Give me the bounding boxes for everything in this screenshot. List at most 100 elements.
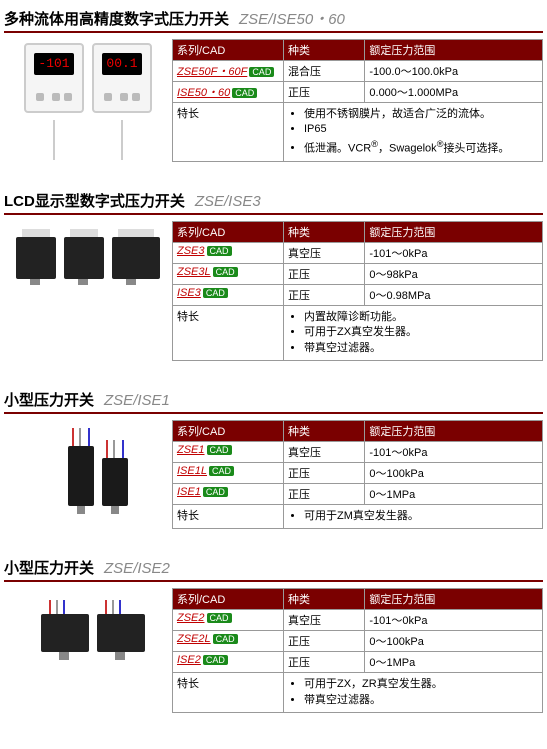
product-image: [4, 221, 172, 283]
cell-type: 真空压: [284, 242, 365, 263]
table-row: ISE1CAD正压0～1MPa: [173, 484, 543, 505]
table-row: ZSE1CAD真空压-101～0kPa: [173, 442, 543, 463]
feature-item: IP65: [304, 122, 538, 137]
spec-table: 系列/CAD种类额定压力范围ZSE2CAD真空压-101～0kPaZSE2LCA…: [172, 588, 543, 713]
feature-item: 带真空过滤器。: [304, 341, 538, 356]
series-link[interactable]: ISE1: [177, 486, 201, 498]
table-header: 额定压力范围: [365, 221, 543, 242]
cell-range: -100.0～100.0kPa: [365, 61, 543, 82]
section-title-row: 小型压力开关 ZSE/ISE2: [4, 557, 543, 582]
cell-range: 0～100kPa: [365, 631, 543, 652]
section-model: ZSE/ISE2: [104, 560, 170, 577]
cad-badge[interactable]: CAD: [207, 246, 232, 256]
cell-type: 正压: [284, 631, 365, 652]
product-image: [4, 588, 172, 660]
cad-badge[interactable]: CAD: [207, 445, 232, 455]
cad-badge[interactable]: CAD: [209, 466, 234, 476]
series-link[interactable]: ISE3: [177, 287, 201, 299]
table-header: 额定压力范围: [365, 421, 543, 442]
product-image: [4, 420, 172, 510]
table-header: 系列/CAD: [173, 40, 284, 61]
table-row: ZSE50F・60FCAD混合压-100.0～100.0kPa: [173, 61, 543, 82]
cell-type: 混合压: [284, 61, 365, 82]
table-header: 种类: [284, 40, 365, 61]
cad-badge[interactable]: CAD: [213, 634, 238, 644]
feature-label: 特长: [173, 305, 284, 360]
section-title: 小型压力开关: [4, 392, 94, 409]
cad-badge[interactable]: CAD: [249, 67, 274, 77]
feature-cell: 可用于ZX，ZR真空发生器。带真空过滤器。: [284, 673, 543, 713]
cad-badge[interactable]: CAD: [203, 655, 228, 665]
product-section: 多种流体用高精度数字式压力开关 ZSE/ISE50・60 -10100.1系列/CA…: [4, 8, 543, 162]
feature-label: 特长: [173, 505, 284, 529]
cell-type: 真空压: [284, 610, 365, 631]
section-model: ZSE/ISE3: [195, 193, 261, 210]
cad-badge[interactable]: CAD: [213, 267, 238, 277]
table-row: ZSE2LCAD 正压0～100kPa: [173, 631, 543, 652]
series-link[interactable]: ZSE50F・60F: [177, 66, 247, 78]
series-link[interactable]: ZSE3: [177, 245, 205, 257]
feature-row: 特长内置故障诊断功能。可用于ZX真空发生器。带真空过滤器。: [173, 305, 543, 360]
table-row: ZSE2CAD真空压-101～0kPa: [173, 610, 543, 631]
series-link[interactable]: ZSE3L: [177, 266, 211, 278]
cell-series: ZSE3CAD: [173, 242, 284, 263]
cad-badge[interactable]: CAD: [203, 288, 228, 298]
cell-range: -101～0kPa: [365, 242, 543, 263]
table-header: 种类: [284, 421, 365, 442]
feature-item: 低泄漏。VCR®，Swagelok®接头可选择。: [304, 138, 538, 157]
feature-item: 可用于ZX真空发生器。: [304, 325, 538, 340]
table-row: ZSE3CAD真空压-101～0kPa: [173, 242, 543, 263]
cad-badge[interactable]: CAD: [232, 88, 257, 98]
cell-type: 正压: [284, 463, 365, 484]
cell-range: -101～0kPa: [365, 442, 543, 463]
product-image: -10100.1: [4, 39, 172, 160]
section-title-row: 小型压力开关 ZSE/ISE1: [4, 389, 543, 414]
series-link[interactable]: ISE1L: [177, 465, 207, 477]
table-header: 系列/CAD: [173, 221, 284, 242]
cad-badge[interactable]: CAD: [207, 613, 232, 623]
cell-range: 0.000～1.000MPa: [365, 82, 543, 103]
table-row: ZSE3LCAD正压0～98kPa: [173, 263, 543, 284]
series-link[interactable]: ISE2: [177, 654, 201, 666]
cell-range: 0～1MPa: [365, 652, 543, 673]
section-title: LCD显示型数字式压力开关: [4, 193, 185, 210]
table-row: ISE3CAD正压0～0.98MPa: [173, 284, 543, 305]
feature-label: 特长: [173, 673, 284, 713]
feature-cell: 可用于ZM真空发生器。: [284, 505, 543, 529]
section-model: ZSE/ISE1: [104, 392, 170, 409]
product-section: LCD显示型数字式压力开关ZSE/ISE3系列/CAD种类额定压力范围ZSE3C…: [4, 190, 543, 361]
section-model: ZSE/ISE50・60: [239, 11, 345, 28]
series-link[interactable]: ZSE2L: [177, 633, 211, 645]
feature-cell: 内置故障诊断功能。可用于ZX真空发生器。带真空过滤器。: [284, 305, 543, 360]
cell-series: ISE1LCAD: [173, 463, 284, 484]
table-header: 系列/CAD: [173, 421, 284, 442]
table-header: 额定压力范围: [365, 40, 543, 61]
table-header: 种类: [284, 589, 365, 610]
cell-series: ZSE3LCAD: [173, 263, 284, 284]
product-section: 小型压力开关ZSE/ISE2系列/CAD种类额定压力范围ZSE2CAD真空压-1…: [4, 557, 543, 713]
spec-table: 系列/CAD种类额定压力范围ZSE50F・60FCAD混合压-100.0～100…: [172, 39, 543, 162]
feature-item: 可用于ZM真空发生器。: [304, 509, 538, 524]
section-title-row: LCD显示型数字式压力开关 ZSE/ISE3: [4, 190, 543, 215]
cell-series: ISE1CAD: [173, 484, 284, 505]
series-link[interactable]: ISE50・60: [177, 87, 230, 99]
feature-row: 特长使用不锈钢膜片，故适合广泛的流体。IP65低泄漏。VCR®，Swagelok…: [173, 103, 543, 162]
cad-badge[interactable]: CAD: [203, 487, 228, 497]
cell-series: ISE2CAD: [173, 652, 284, 673]
cell-type: 正压: [284, 484, 365, 505]
cell-type: 真空压: [284, 442, 365, 463]
cell-range: 0～1MPa: [365, 484, 543, 505]
table-row: ISE50・60CAD正压0.000～1.000MPa: [173, 82, 543, 103]
cell-range: 0～98kPa: [365, 263, 543, 284]
cell-range: 0～100kPa: [365, 463, 543, 484]
section-title: 小型压力开关: [4, 560, 94, 577]
cell-series: ISE50・60CAD: [173, 82, 284, 103]
table-header: 系列/CAD: [173, 589, 284, 610]
table-row: ISE1LCAD正压0～100kPa: [173, 463, 543, 484]
cell-range: 0～0.98MPa: [365, 284, 543, 305]
series-link[interactable]: ZSE2: [177, 612, 205, 624]
cell-series: ZSE1CAD: [173, 442, 284, 463]
section-title: 多种流体用高精度数字式压力开关: [4, 11, 229, 28]
cell-series: ZSE50F・60FCAD: [173, 61, 284, 82]
series-link[interactable]: ZSE1: [177, 444, 205, 456]
